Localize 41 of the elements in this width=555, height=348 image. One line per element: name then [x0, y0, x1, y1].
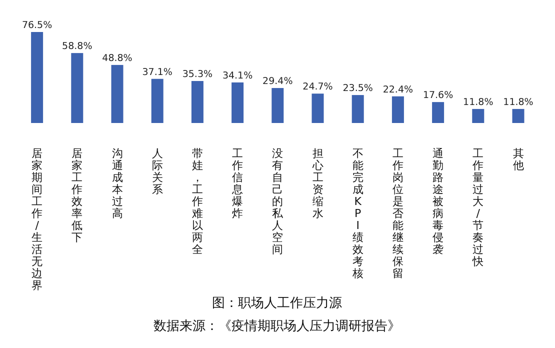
bar: [472, 108, 484, 123]
x-tick-label: 工作信息爆炸: [231, 147, 244, 220]
bar: [71, 53, 84, 123]
x-tick-label: 人际关系: [152, 147, 163, 196]
category-label: 通勤路途被病毒侵袭: [432, 147, 444, 256]
bar: [151, 78, 164, 123]
bar: [111, 64, 124, 123]
data-label: 29.4%: [262, 76, 293, 88]
x-tick-label: 沟通成本过高: [112, 147, 123, 220]
bar: [352, 95, 364, 123]
data-label: 11.8%: [463, 96, 494, 108]
data-label: 17.6%: [422, 90, 454, 102]
data-label: 24.7%: [302, 82, 333, 93]
x-tick-label: 担心工资缩水: [311, 147, 324, 220]
data-label: 76.5%: [22, 20, 52, 31]
data-label: 34.1%: [222, 70, 253, 82]
bar: [232, 82, 244, 123]
data-label: 37.1%: [142, 66, 172, 78]
data-label: 58.8%: [62, 41, 92, 52]
data-label: 11.8%: [503, 96, 534, 108]
data-label: 35.3%: [182, 69, 213, 80]
category-label: 工作岗位是否能继续保留: [392, 147, 404, 280]
category-label: 不能完成KPI绩效考核: [352, 147, 364, 280]
bar: [31, 32, 44, 123]
bar: [191, 81, 204, 123]
bar: [512, 108, 524, 123]
bar: [272, 88, 284, 123]
text: 图：职场人工作压力源: [212, 296, 342, 311]
data-label: 23.5%: [342, 83, 373, 94]
category-label: 工作量过大/节奏过快: [472, 147, 484, 268]
x-tick-label: 居家工作效率低下: [70, 147, 83, 244]
x-tick-label: 其他: [512, 147, 524, 172]
data-label: 22.4%: [382, 84, 414, 96]
bar: [312, 94, 324, 123]
category-label: 没有自己的私人空间: [272, 147, 284, 256]
bar: [392, 96, 404, 123]
source-note: 数据来源：《疫情期职场人压力调研报告》: [154, 319, 400, 334]
bar: [432, 102, 444, 123]
category-label: 居家期间工作/生活无边界: [32, 147, 43, 292]
category-label: 带娃，工作难以两全: [192, 147, 203, 256]
data-label: 48.8%: [102, 52, 132, 64]
